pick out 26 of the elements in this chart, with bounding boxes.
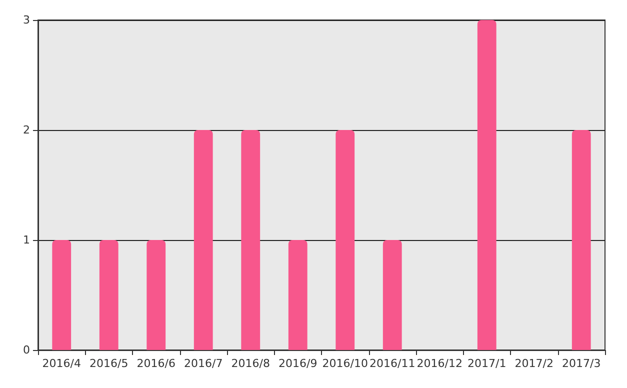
bar	[241, 130, 260, 350]
y-tick-label: 3	[23, 14, 30, 26]
x-tick-label: 2016/5	[90, 357, 128, 370]
bar	[382, 240, 402, 350]
bar	[52, 240, 72, 350]
x-tick-label: 2017/1	[468, 357, 506, 370]
x-tick-label: 2016/10	[322, 357, 368, 370]
bar	[336, 130, 355, 350]
bar	[99, 240, 118, 350]
bar	[477, 20, 496, 350]
x-tick-label: 2016/4	[42, 357, 81, 370]
x-tick-label: 2016/7	[184, 357, 223, 370]
x-tick-label: 2016/8	[231, 357, 270, 370]
x-tick-label: 2017/2	[514, 357, 554, 370]
x-tick-label: 2016/9	[278, 357, 318, 370]
y-tick-label: 0	[23, 344, 30, 356]
bar	[194, 130, 213, 350]
bar	[288, 240, 308, 350]
x-tick-label: 2016/12	[416, 357, 462, 370]
x-tick-label: 2016/11	[370, 357, 416, 370]
y-tick-label: 1	[23, 234, 30, 246]
bar	[146, 240, 166, 350]
x-tick-label: 2017/3	[562, 357, 601, 370]
x-tick-label: 2016/6	[136, 357, 176, 370]
y-tick-label: 2	[23, 124, 30, 136]
bar	[572, 130, 591, 350]
